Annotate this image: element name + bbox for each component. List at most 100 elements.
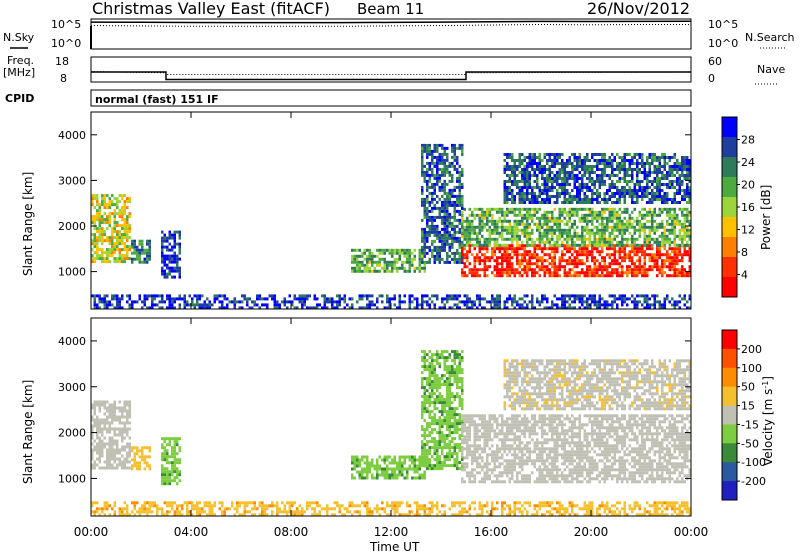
power-echo-cell (406, 248, 409, 252)
power-echo-cell (536, 297, 539, 301)
power-echo-cell (523, 183, 526, 186)
power-echo-cell (211, 303, 214, 307)
power-echo-cell (163, 239, 166, 243)
velocity-echo-cell (368, 461, 371, 465)
power-echo-cell (636, 253, 639, 257)
power-echo-cell (438, 176, 441, 180)
freq-unit-label: [MHz] (3, 66, 35, 79)
power-echo-cell (423, 146, 426, 150)
power-echo-cell (466, 253, 469, 257)
power-echo-cell (266, 306, 269, 310)
velocity-echo-cell (421, 356, 424, 360)
power-echo-cell (686, 189, 689, 192)
power-echo-cell (588, 265, 591, 269)
velocity-echo-cell (101, 454, 104, 458)
power-echo-cell (421, 218, 424, 222)
power-echo-cell (98, 297, 101, 301)
power-echo-cell (561, 177, 564, 180)
power-echo-cell (548, 219, 551, 223)
power-echo-cell (428, 191, 431, 195)
power-echo-cell (448, 173, 451, 177)
velocity-echo-cell (98, 451, 101, 455)
velocity-echo-cell (436, 374, 439, 378)
power-echo-cell (553, 216, 556, 220)
power-echo-cell (521, 207, 524, 211)
power-echo-cell (521, 171, 524, 174)
power-echo-cell (626, 237, 629, 241)
velocity-echo-cell (113, 415, 116, 419)
power-echo-cell (626, 268, 629, 272)
power-echo-cell (511, 256, 514, 260)
power-echo-cell (423, 206, 426, 210)
power-echo-cell (451, 188, 454, 192)
power-echo-cell (573, 180, 576, 183)
power-echo-cell (111, 212, 114, 216)
power-echo-cell (106, 203, 109, 207)
power-echo-cell (553, 153, 556, 156)
power-echo-cell (496, 247, 499, 251)
power-echo-cell (551, 210, 554, 214)
power-echo-cell (433, 164, 436, 168)
velocity-echo-cell (148, 446, 151, 450)
power-echo-cell (526, 192, 529, 195)
power-echo-cell (568, 195, 571, 198)
velocity-echo-cell (121, 454, 124, 458)
power-echo-cell (596, 219, 599, 223)
power-echo-cell (506, 297, 509, 301)
velocity-echo-cell (423, 449, 426, 453)
power-echo-cell (621, 265, 624, 269)
power-echo-cell (466, 303, 469, 307)
velocity-echo-cell (421, 428, 424, 432)
power-echo-cell (426, 251, 429, 255)
velocity-echo-cell (123, 430, 126, 434)
velocity-echo-cell (96, 448, 99, 452)
power-echo-cell (621, 168, 624, 171)
power-echo-cell (118, 233, 121, 237)
power-echo-cell (106, 257, 109, 261)
power-echo-cell (558, 171, 561, 174)
power-echo-cell (568, 271, 571, 275)
power-echo-cell (546, 162, 549, 165)
power-echo-cell (483, 247, 486, 251)
power-echo-cell (523, 201, 526, 204)
power-echo-cell (521, 274, 524, 278)
velocity-echo-cell (363, 470, 366, 474)
power-echo-cell (566, 201, 569, 204)
power-echo-cell (448, 260, 451, 264)
velocity-echo-cell (126, 466, 129, 470)
power-echo-cell (481, 253, 484, 257)
power-echo-cell (573, 243, 576, 247)
power-echo-cell (568, 297, 571, 301)
power-echo-cell (591, 207, 594, 211)
power-echo-cell (681, 180, 684, 183)
power-echo-cell (556, 265, 559, 269)
power-echo-cell (408, 260, 411, 264)
power-echo-cell (378, 248, 381, 252)
power-echo-cell (521, 159, 524, 162)
velocity-echo-cell (433, 449, 436, 453)
velocity-echo-cell (121, 436, 124, 440)
power-echo-cell (663, 156, 666, 159)
power-echo-cell (571, 243, 574, 247)
power-echo-cell (531, 303, 534, 307)
power-echo-cell (536, 165, 539, 168)
power-echo-cell (553, 262, 556, 266)
power-echo-cell (596, 192, 599, 195)
power-echo-cell (651, 228, 654, 232)
power-echo-cell (91, 200, 94, 204)
power-echo-cell (673, 216, 676, 220)
power-echo-cell (458, 221, 461, 225)
power-echo-cell (581, 207, 584, 211)
power-echo-cell (411, 257, 414, 261)
power-echo-cell (596, 237, 599, 241)
power-echo-cell (128, 245, 131, 249)
power-echo-cell (688, 228, 691, 232)
power-echo-cell (226, 306, 229, 310)
power-echo-cell (178, 248, 181, 252)
power-echo-cell (528, 171, 531, 174)
power-echo-cell (508, 189, 511, 192)
power-echo-cell (571, 165, 574, 168)
power-echo-cell (431, 173, 434, 177)
velocity-echo-cell (413, 455, 416, 459)
power-echo-cell (408, 251, 411, 255)
